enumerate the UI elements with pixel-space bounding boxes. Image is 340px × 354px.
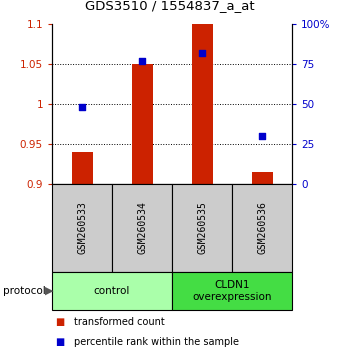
- Point: [259, 133, 265, 139]
- Bar: [232, 184, 292, 272]
- Bar: [52, 272, 172, 310]
- Text: GSM260536: GSM260536: [257, 201, 267, 255]
- Text: GSM260533: GSM260533: [77, 201, 87, 255]
- Text: control: control: [94, 286, 130, 296]
- Bar: [71, 152, 92, 184]
- Text: ■: ■: [55, 337, 65, 347]
- Text: protocol: protocol: [3, 286, 46, 296]
- Text: transformed count: transformed count: [74, 317, 165, 327]
- Text: GSM260535: GSM260535: [197, 201, 207, 255]
- Text: ■: ■: [55, 317, 65, 327]
- Bar: [172, 184, 232, 272]
- Point: [79, 104, 85, 110]
- Text: percentile rank within the sample: percentile rank within the sample: [74, 337, 239, 347]
- Bar: [191, 24, 212, 184]
- Text: CLDN1
overexpression: CLDN1 overexpression: [192, 280, 272, 302]
- Point: [139, 58, 145, 64]
- Text: GSM260534: GSM260534: [137, 201, 147, 255]
- Bar: [112, 184, 172, 272]
- Text: ▶: ▶: [45, 286, 54, 296]
- Point: [199, 50, 205, 56]
- Bar: [252, 172, 272, 184]
- Bar: [132, 64, 153, 184]
- Bar: [52, 184, 112, 272]
- Bar: [172, 272, 292, 310]
- Text: GDS3510 / 1554837_a_at: GDS3510 / 1554837_a_at: [85, 0, 255, 12]
